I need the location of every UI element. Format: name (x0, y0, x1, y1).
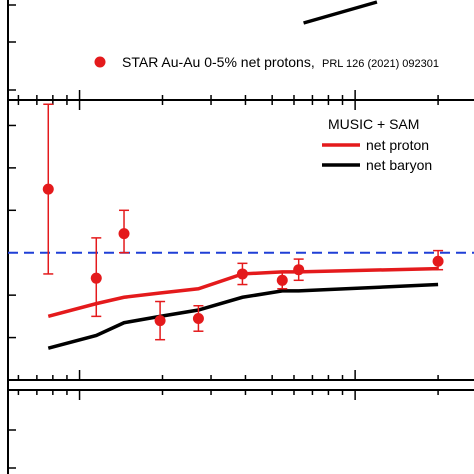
legend-model-title: MUSIC + SAM (328, 116, 419, 132)
middle-series (42, 103, 444, 350)
top-series (303, 0, 378, 25)
legend-top-marker (94, 56, 106, 68)
panel-bottom (7, 380, 474, 474)
legend-top-ref: PRL 126 (2021) 092301 (322, 58, 439, 70)
middle-ticks (8, 100, 439, 381)
legend-net-proton-label: net proton (366, 137, 429, 153)
data-point (192, 312, 204, 324)
series-line-net-baryon (47, 282, 439, 350)
legend-top-label: STAR Au-Au 0-5% net protons, (122, 54, 315, 70)
data-point (118, 228, 130, 240)
legend-net-baryon-label: net baryon (366, 157, 432, 173)
data-point (236, 268, 248, 280)
data-point (154, 315, 166, 327)
bottom-ticks (8, 390, 439, 469)
data-point (432, 255, 444, 267)
data-point (276, 274, 288, 286)
top-series-line (303, 0, 378, 25)
panel-top: STAR Au-Au 0-5% net protons, PRL 126 (20… (7, 0, 474, 101)
top-ticks (8, 4, 439, 100)
panel-middle: MUSIC + SAM net proton net baryon (7, 100, 474, 381)
data-point (293, 264, 305, 276)
data-point (42, 183, 54, 195)
series-line-net-proton (47, 266, 439, 319)
data-point (90, 272, 102, 284)
